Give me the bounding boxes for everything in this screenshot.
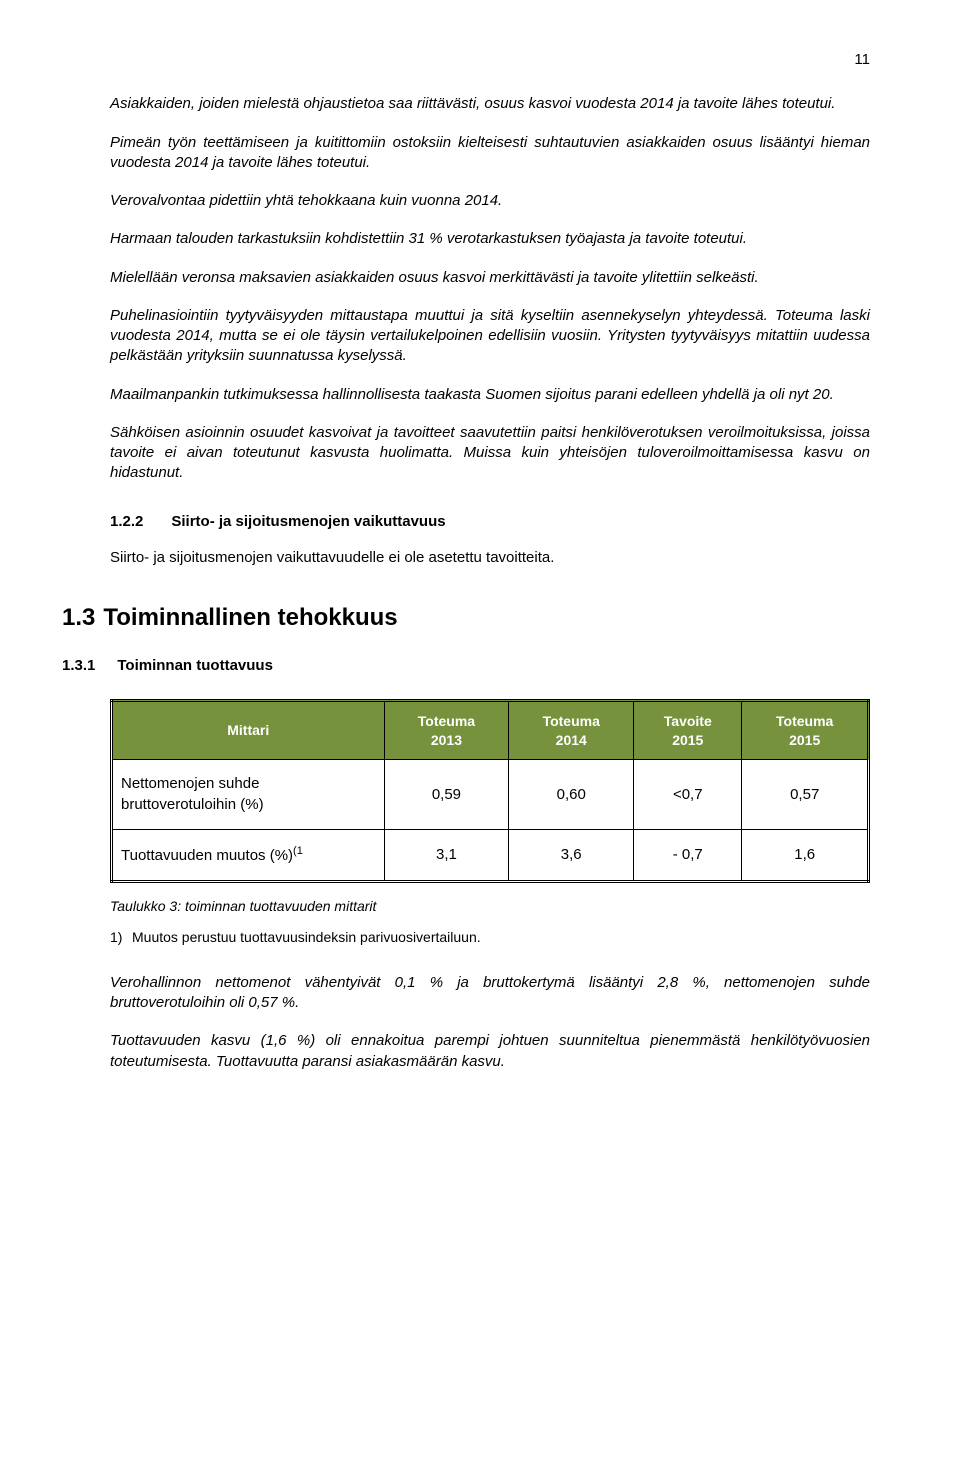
paragraph-4: Harmaan talouden tarkastuksiin kohdistet… [110,229,870,249]
page-number: 11 [110,50,870,70]
cell-label: Nettomenojen suhde bruttoverotuloihin (%… [112,760,385,830]
heading-text: Siirto- ja sijoitusmenojen vaikuttavuus [171,513,445,530]
table-row: Tuottavuuden muutos (%)(1 3,1 3,6 - 0,7 … [112,829,869,881]
paragraph-3: Verovalvontaa pidettiin yhtä tehokkaana … [110,191,870,211]
paragraph-2: Pimeän työn teettämiseen ja kuitittomiin… [110,133,870,174]
heading-1-3-1: 1.3.1 Toiminnan tuottavuus [62,656,870,676]
heading-1-2-2: 1.2.2 Siirto- ja sijoitusmenojen vaikutta… [110,512,870,532]
heading-num: 1.2.2 [110,512,143,532]
paragraph-6: Puhelinasiointiin tyytyväisyyden mittaus… [110,306,870,367]
cell-value: 3,1 [384,829,509,881]
heading-num: 1.3.1 [62,656,95,676]
table-footnote: 1)Muutos perustuu tuottavuusindeksin par… [110,928,870,947]
heading-text: Toiminnallinen tehokkuus [103,604,397,631]
col-mittari: Mittari [112,700,385,760]
cell-label: Tuottavuuden muutos (%)(1 [112,829,385,881]
closing-paragraph-1: Verohallinnon nettomenot vähentyivät 0,1… [110,973,870,1014]
heading-num: 1.3 [62,602,95,634]
cell-value: 0,59 [384,760,509,830]
metrics-table: Mittari Toteuma2013 Toteuma2014 Tavoite2… [110,699,870,884]
cell-value: 0,57 [742,760,869,830]
cell-value: - 0,7 [634,829,742,881]
cell-value: 0,60 [509,760,634,830]
section-122-body: Siirto- ja sijoitusmenojen vaikuttavuude… [110,548,870,568]
footnote-num: 1) [110,928,132,947]
heading-1-3: 1.3 Toiminnallinen tehokkuus [62,602,870,634]
cell-value: 1,6 [742,829,869,881]
cell-value: <0,7 [634,760,742,830]
paragraph-7: Maailmanpankin tutkimuksessa hallinnolli… [110,385,870,405]
paragraph-5: Mielellään veronsa maksavien asiakkaiden… [110,268,870,288]
col-toteuma-2013: Toteuma2013 [384,700,509,760]
heading-text: Toiminnan tuottavuus [117,657,273,674]
footnote-text: Muutos perustuu tuottavuusindeksin pariv… [132,929,481,945]
cell-value: 3,6 [509,829,634,881]
paragraph-1: Asiakkaiden, joiden mielestä ohjaustieto… [110,94,870,114]
col-toteuma-2015: Toteuma2015 [742,700,869,760]
table-caption: Taulukko 3: toiminnan tuottavuuden mitta… [110,897,870,916]
col-tavoite-2015: Tavoite2015 [634,700,742,760]
table-row: Nettomenojen suhde bruttoverotuloihin (%… [112,760,869,830]
paragraph-8: Sähköisen asioinnin osuudet kasvoivat ja… [110,423,870,484]
closing-paragraph-2: Tuottavuuden kasvu (1,6 %) oli ennakoitu… [110,1031,870,1072]
col-toteuma-2014: Toteuma2014 [509,700,634,760]
table-header-row: Mittari Toteuma2013 Toteuma2014 Tavoite2… [112,700,869,760]
